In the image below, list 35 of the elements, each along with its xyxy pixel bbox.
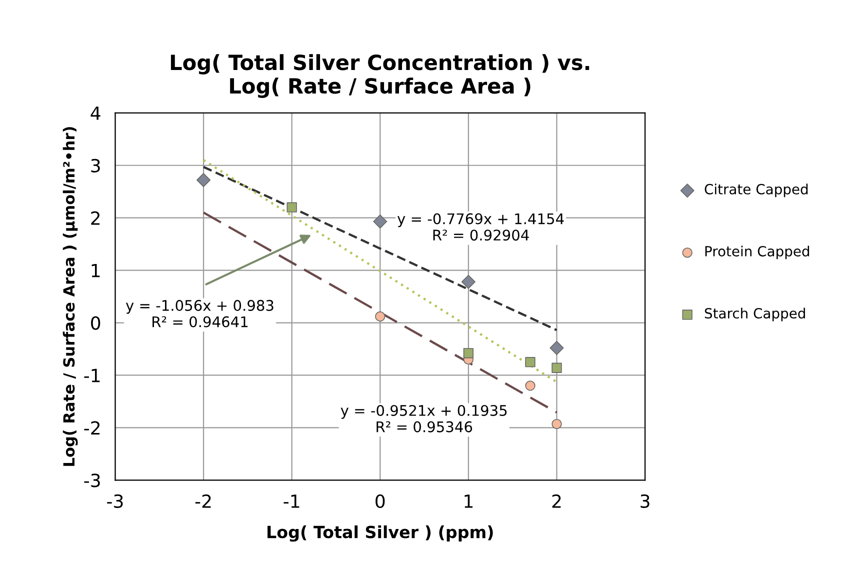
annotation: y = -0.9521x + 0.1935 R² = 0.95346 [340, 404, 507, 432]
x-axis-title: Log( Total Silver ) (ppm) [268, 525, 493, 542]
point [286, 202, 297, 212]
legend-label: Starch Capped [704, 308, 805, 322]
x-tick-label: 3 [640, 494, 650, 508]
x-tick-label: 1 [464, 494, 473, 508]
x-tick-label: -2 [195, 494, 211, 508]
x-tick-label: -1 [284, 494, 300, 508]
x-tick-label: -3 [107, 494, 123, 508]
point [461, 274, 476, 289]
point [525, 380, 536, 391]
y-tick-label: -1 [84, 368, 100, 382]
y-tick-label: 2 [91, 211, 100, 225]
annotation: y = -1.056x + 0.983 R² = 0.94641 [126, 300, 274, 328]
point [552, 418, 562, 430]
y-tick-label: -2 [84, 421, 100, 435]
point [550, 340, 564, 355]
y-axis-title: Log( Rate / Surface Area ) (µmol/m²•hr) [62, 127, 78, 466]
y-tick-label: 4 [90, 106, 100, 120]
y-tick-label: -3 [84, 474, 100, 488]
point [373, 214, 388, 229]
legend-label: Citrate Capped [704, 184, 808, 198]
y-tick-label: 1 [92, 264, 100, 278]
x-tick-label: 0 [376, 494, 385, 508]
x-tick-label: 2 [552, 494, 561, 508]
point [375, 311, 386, 322]
point [552, 362, 562, 373]
point [463, 348, 474, 358]
annotation: y = -0.7769x + 1.4154 R² = 0.92904 [397, 213, 564, 241]
point [525, 357, 536, 368]
y-tick-label: 0 [91, 316, 100, 330]
point [196, 173, 211, 188]
legend-label: Protein Capped [705, 246, 810, 260]
chart-title: Log( Total Silver Concentration ) vs. Log( Rate / Surface Area ) [170, 54, 590, 98]
y-tick-label: 3 [91, 158, 100, 172]
